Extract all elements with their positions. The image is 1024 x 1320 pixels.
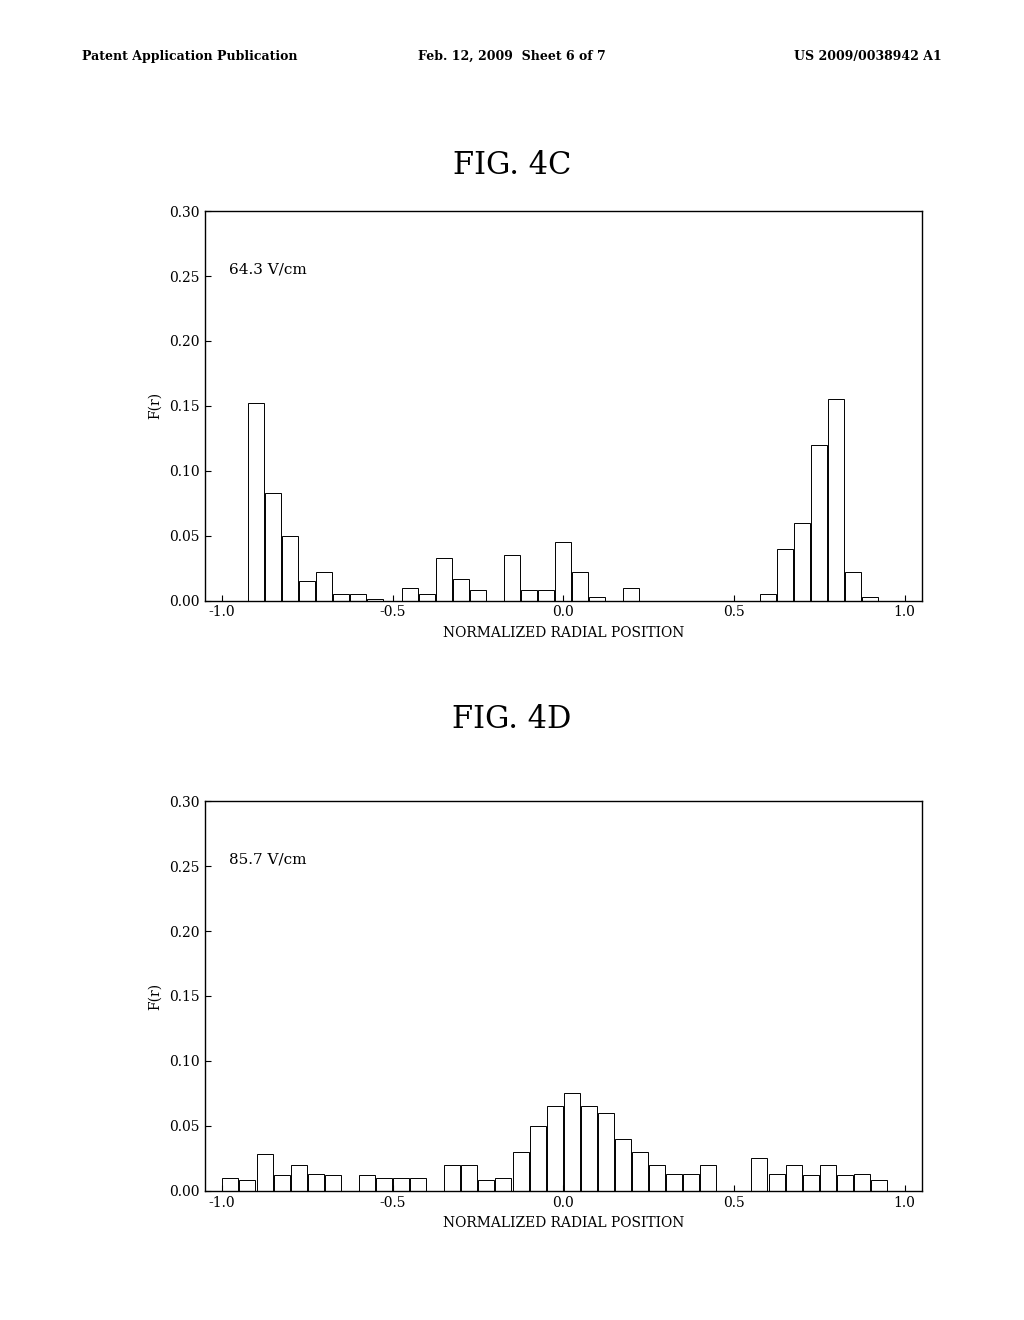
Bar [547, 1106, 563, 1191]
Bar [350, 594, 367, 601]
Bar [470, 590, 486, 601]
Bar [316, 572, 333, 601]
Bar [563, 1093, 580, 1191]
Bar [846, 572, 861, 601]
Bar [760, 594, 776, 601]
Text: Feb. 12, 2009  Sheet 6 of 7: Feb. 12, 2009 Sheet 6 of 7 [418, 50, 606, 63]
Bar [325, 1175, 341, 1191]
Bar [257, 1154, 272, 1191]
Bar [581, 1106, 597, 1191]
Bar [222, 1177, 239, 1191]
Bar [785, 1164, 802, 1191]
Bar [496, 1177, 512, 1191]
Bar [539, 590, 554, 601]
Bar [299, 581, 315, 601]
Bar [590, 597, 605, 601]
Y-axis label: F(r): F(r) [148, 392, 163, 420]
Bar [795, 523, 810, 601]
Bar [436, 558, 452, 601]
Bar [667, 1173, 682, 1191]
Bar [870, 1180, 887, 1191]
Bar [624, 587, 639, 601]
X-axis label: NORMALIZED RADIAL POSITION: NORMALIZED RADIAL POSITION [442, 627, 684, 640]
Bar [453, 578, 469, 601]
Bar [248, 404, 264, 601]
Bar [283, 536, 298, 601]
Bar [513, 1151, 528, 1191]
Bar [768, 1173, 784, 1191]
Bar [461, 1164, 477, 1191]
Bar [811, 445, 827, 601]
Bar [401, 587, 418, 601]
Bar [419, 594, 435, 601]
Bar [649, 1164, 666, 1191]
Text: FIG. 4C: FIG. 4C [453, 149, 571, 181]
Bar [411, 1177, 426, 1191]
Bar [359, 1175, 375, 1191]
Bar [803, 1175, 819, 1191]
Bar [504, 556, 520, 601]
Bar [444, 1164, 461, 1191]
Bar [752, 1158, 768, 1191]
Bar [240, 1180, 256, 1191]
Bar [598, 1113, 614, 1191]
Text: 85.7 V/cm: 85.7 V/cm [228, 853, 306, 867]
Bar [291, 1164, 307, 1191]
Bar [632, 1151, 648, 1191]
Bar [529, 1126, 546, 1191]
Y-axis label: F(r): F(r) [148, 982, 163, 1010]
Bar [683, 1173, 699, 1191]
Bar [777, 549, 794, 601]
Bar [273, 1175, 290, 1191]
Bar [265, 492, 282, 601]
Bar [334, 594, 349, 601]
Bar [700, 1164, 717, 1191]
Text: Patent Application Publication: Patent Application Publication [82, 50, 297, 63]
Bar [819, 1164, 836, 1191]
Text: US 2009/0038942 A1: US 2009/0038942 A1 [795, 50, 942, 63]
Text: FIG. 4D: FIG. 4D [453, 704, 571, 735]
Bar [828, 400, 844, 601]
Bar [837, 1175, 853, 1191]
X-axis label: NORMALIZED RADIAL POSITION: NORMALIZED RADIAL POSITION [442, 1217, 684, 1230]
Bar [376, 1177, 392, 1191]
Bar [478, 1180, 495, 1191]
Bar [854, 1173, 870, 1191]
Bar [521, 590, 538, 601]
Bar [555, 543, 571, 601]
Bar [614, 1139, 631, 1191]
Bar [393, 1177, 410, 1191]
Bar [862, 597, 879, 601]
Bar [572, 572, 589, 601]
Bar [308, 1173, 324, 1191]
Text: 64.3 V/cm: 64.3 V/cm [228, 263, 306, 277]
